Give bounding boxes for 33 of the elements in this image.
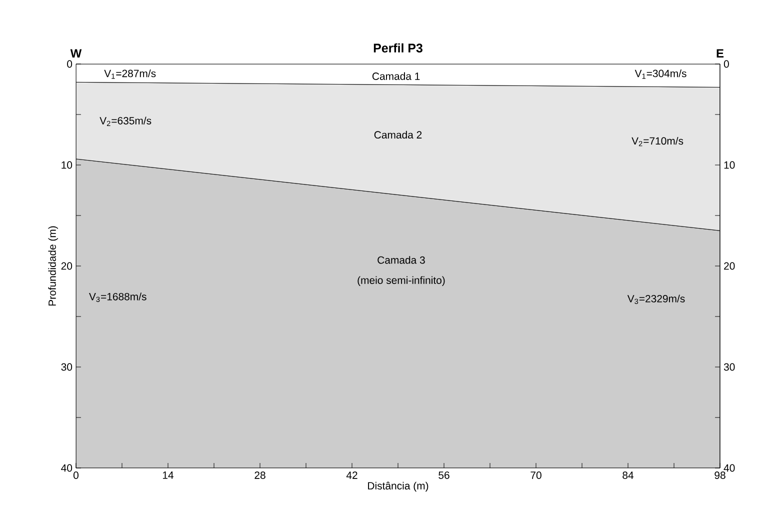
text: E <box>716 49 724 58</box>
annotation: Camada 2 <box>374 130 422 139</box>
annotation: V$_{3}$=1688m/s <box>89 292 146 302</box>
y-tick-label: 30 <box>61 363 72 371</box>
x-tick-label: 98 <box>714 472 726 479</box>
annotation: (meio semi-infinito) <box>358 276 445 286</box>
annotation: V$_{2}$=710m/s <box>632 136 684 146</box>
y-tick-label: 0 <box>67 60 72 68</box>
y2-tick-label: 0 <box>724 60 729 68</box>
annotation: Camada 3 <box>378 256 425 264</box>
x-tick-label: 14 <box>162 472 174 479</box>
x-tick-label: 42 <box>346 472 358 479</box>
y2-tick-label: 20 <box>724 262 735 270</box>
annotation: V$_{3}$=2329m/s <box>627 294 685 304</box>
y-tick-label: 10 <box>62 161 72 169</box>
chart-title: Perfil P3 <box>374 43 422 53</box>
x-axis-title: Distância (m) <box>368 482 428 492</box>
annotation: V$_{2}$=635m/s <box>100 116 152 126</box>
x-tick-label: 84 <box>622 472 634 479</box>
y2-tick-label: 30 <box>724 363 735 371</box>
y2-tick-label: 10 <box>724 161 735 169</box>
x-tick-label: 0 <box>73 472 78 479</box>
annotation: V$_{1}$=287m/s <box>104 69 156 79</box>
y-tick-label: 20 <box>61 262 72 270</box>
y2-tick-label: 40 <box>724 464 735 472</box>
x-tick-label: 56 <box>438 472 450 479</box>
x-tick-label: 70 <box>530 472 542 479</box>
annotation: Camada 1 <box>372 72 420 80</box>
annotation: V$_{1}$=304m/s <box>634 69 686 79</box>
text: W <box>70 49 82 58</box>
x-tick-label: 28 <box>254 472 266 479</box>
y-axis-title: Profundidade (m) <box>48 226 58 306</box>
y-tick-label: 40 <box>61 464 72 472</box>
